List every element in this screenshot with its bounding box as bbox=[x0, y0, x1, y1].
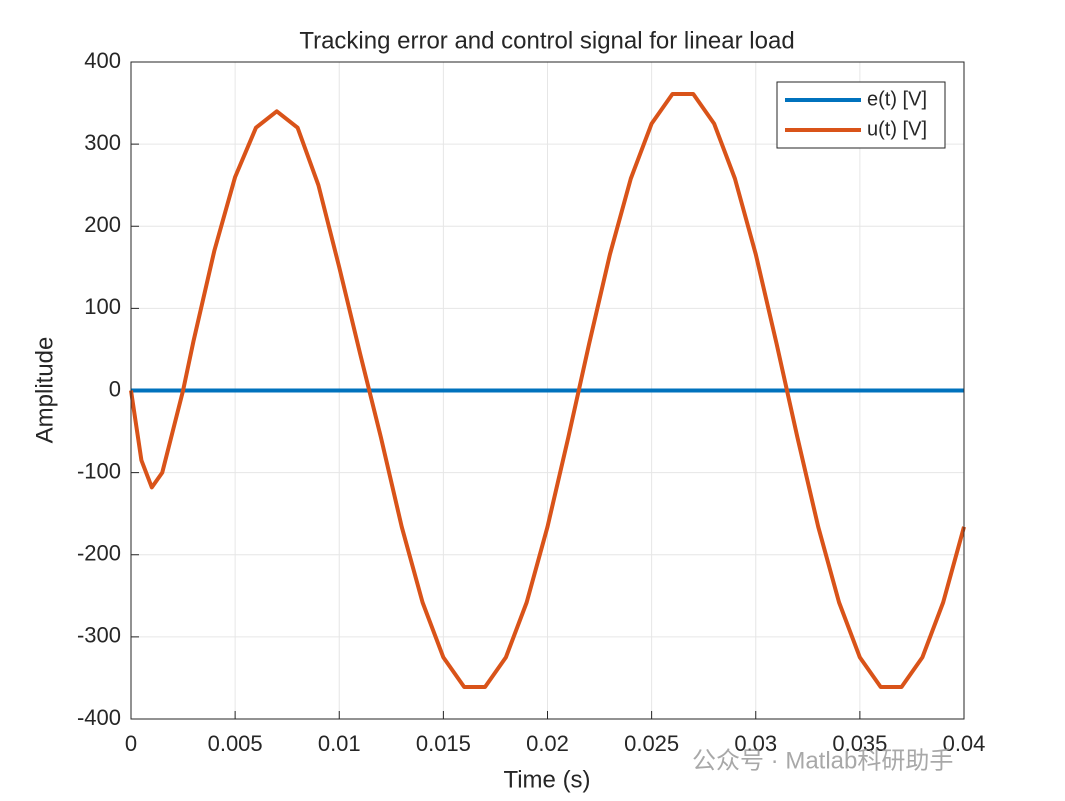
legend-label: u(t) [V] bbox=[867, 118, 927, 140]
y-tick-label: -400 bbox=[77, 705, 121, 730]
y-tick-label: -100 bbox=[77, 458, 121, 483]
x-axis-label: Time (s) bbox=[503, 766, 590, 793]
line-series bbox=[129, 92, 966, 689]
x-tick-label: 0.01 bbox=[318, 731, 361, 756]
x-tick-label: 0.015 bbox=[416, 731, 471, 756]
y-tick-label: 300 bbox=[84, 130, 121, 155]
x-tick-label: 0.02 bbox=[526, 731, 569, 756]
x-tick-label: 0.035 bbox=[832, 731, 887, 756]
x-tick-label: 0.025 bbox=[624, 731, 679, 756]
axes-box bbox=[130, 61, 965, 720]
y-tick-label: -200 bbox=[77, 541, 121, 566]
x-tick-label: 0 bbox=[125, 731, 137, 756]
y-tick-label: 400 bbox=[84, 48, 121, 73]
chart-title: Tracking error and control signal for li… bbox=[299, 27, 794, 54]
y-tick-label: -300 bbox=[77, 623, 121, 648]
x-tick-label: 0.03 bbox=[734, 731, 777, 756]
y-axis-label: Amplitude bbox=[31, 337, 58, 444]
y-tick-label: 100 bbox=[84, 294, 121, 319]
y-tick-label: 0 bbox=[109, 376, 121, 401]
legend-box bbox=[776, 81, 946, 149]
x-tick-label: 0.04 bbox=[943, 731, 986, 756]
watermark: 公众号 · Matlab科研助手 bbox=[692, 747, 953, 774]
y-tick-label: 200 bbox=[84, 212, 121, 237]
x-tick-label: 0.005 bbox=[208, 731, 263, 756]
legend-label: e(t) [V] bbox=[867, 88, 927, 110]
